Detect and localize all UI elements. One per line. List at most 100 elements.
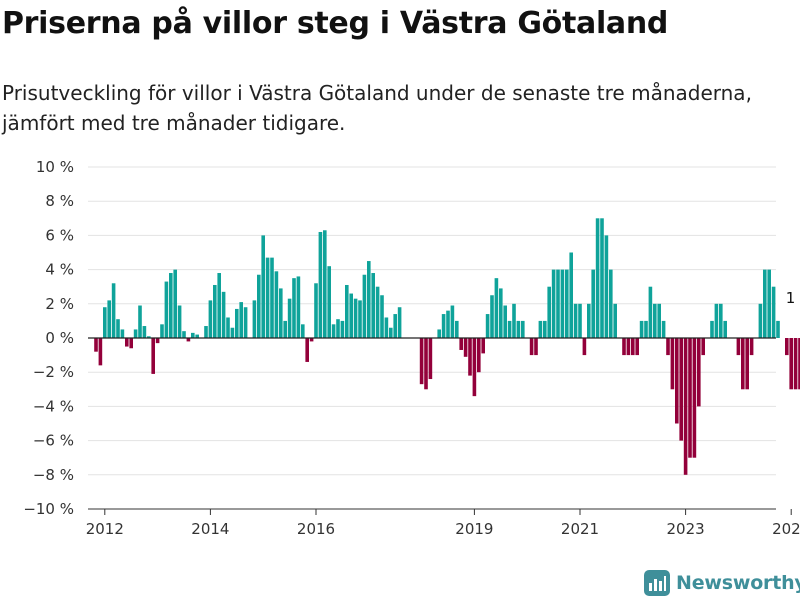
bar — [683, 338, 688, 475]
bar — [534, 338, 538, 356]
bar — [639, 320, 644, 338]
y-tick-label: −2 % — [33, 363, 74, 381]
bar — [380, 295, 384, 338]
bar — [116, 319, 120, 338]
bar — [446, 310, 450, 338]
bar — [107, 300, 111, 338]
bar — [631, 338, 635, 356]
bar — [309, 338, 314, 342]
bar — [675, 338, 679, 424]
bar — [789, 338, 793, 390]
y-axis-labels: 10 % 8 % 6 % 4 % 2 % 0 % −2 % −4 % −6 % −8 % −10 % — [23, 158, 74, 518]
bar — [613, 303, 617, 338]
bar — [103, 307, 107, 338]
bar — [595, 218, 600, 338]
bar — [626, 338, 631, 356]
bar — [358, 300, 362, 338]
bar — [397, 307, 402, 338]
bar — [125, 338, 129, 347]
bar — [274, 271, 279, 338]
bar — [622, 338, 626, 356]
bar — [490, 295, 494, 338]
x-tick-label: 2021 — [561, 520, 599, 538]
page-title: Priserna på villor steg i Västra Götalan… — [2, 6, 669, 41]
bar — [186, 338, 191, 342]
bar — [362, 274, 367, 338]
bar — [591, 269, 595, 338]
bar — [336, 319, 340, 338]
bar — [582, 338, 587, 356]
bar — [301, 324, 305, 338]
brand-name: Newsworthy — [676, 572, 800, 594]
newsworthy-brand: Newsworthy — [644, 568, 800, 598]
bar — [340, 320, 345, 338]
bar — [697, 338, 701, 407]
y-tick-label: −6 % — [33, 432, 74, 450]
bar — [261, 235, 265, 338]
bar — [252, 300, 257, 338]
bar — [450, 305, 455, 338]
bar — [512, 303, 516, 338]
bar — [485, 314, 490, 338]
bar — [428, 338, 433, 380]
bar — [177, 305, 182, 338]
x-tick-label: 2025 — [772, 520, 800, 538]
bar — [745, 338, 749, 390]
bar — [437, 329, 441, 338]
bar — [670, 338, 675, 390]
bar — [679, 338, 683, 441]
bar — [138, 305, 142, 338]
bar — [221, 291, 226, 338]
bar — [441, 314, 446, 338]
y-tick-label: 2 % — [45, 295, 74, 313]
bars — [94, 218, 800, 475]
bar — [529, 338, 534, 356]
bar — [182, 331, 186, 338]
bar — [283, 320, 287, 338]
bar — [169, 273, 173, 338]
x-tick-label: 2012 — [86, 520, 124, 538]
bar — [648, 286, 653, 338]
bar — [468, 338, 472, 376]
bar — [538, 320, 543, 338]
bar — [213, 284, 217, 338]
bar — [714, 303, 719, 338]
bar — [749, 338, 754, 356]
bar — [230, 327, 235, 338]
bar — [573, 303, 578, 338]
bar — [565, 269, 569, 338]
x-tick-label: 2023 — [667, 520, 705, 538]
y-tick-label: 6 % — [45, 226, 74, 244]
bar — [587, 303, 591, 338]
bar — [798, 338, 800, 390]
bar — [111, 283, 116, 338]
bar — [226, 317, 230, 338]
bar — [98, 338, 103, 366]
x-tick-label: 2016 — [297, 520, 335, 538]
bar — [129, 338, 133, 349]
newsworthy-logo-icon — [644, 570, 670, 596]
bar — [331, 324, 336, 338]
bar — [556, 269, 560, 338]
bar — [257, 274, 261, 338]
bar — [296, 276, 301, 338]
bar — [384, 317, 389, 338]
bar — [459, 338, 463, 350]
bar — [516, 320, 521, 338]
x-tick-label: 2014 — [191, 520, 229, 538]
bar — [763, 269, 767, 338]
bar — [723, 320, 727, 338]
bar — [503, 305, 507, 338]
bar — [719, 303, 723, 338]
bar — [785, 338, 789, 356]
y-tick-label: 10 % — [36, 158, 74, 176]
bar — [424, 338, 428, 390]
bar — [270, 257, 274, 338]
bar — [151, 338, 155, 374]
bar — [353, 298, 358, 338]
bar — [666, 338, 670, 356]
bar — [560, 269, 565, 338]
bar — [657, 303, 661, 338]
bar — [758, 303, 763, 338]
